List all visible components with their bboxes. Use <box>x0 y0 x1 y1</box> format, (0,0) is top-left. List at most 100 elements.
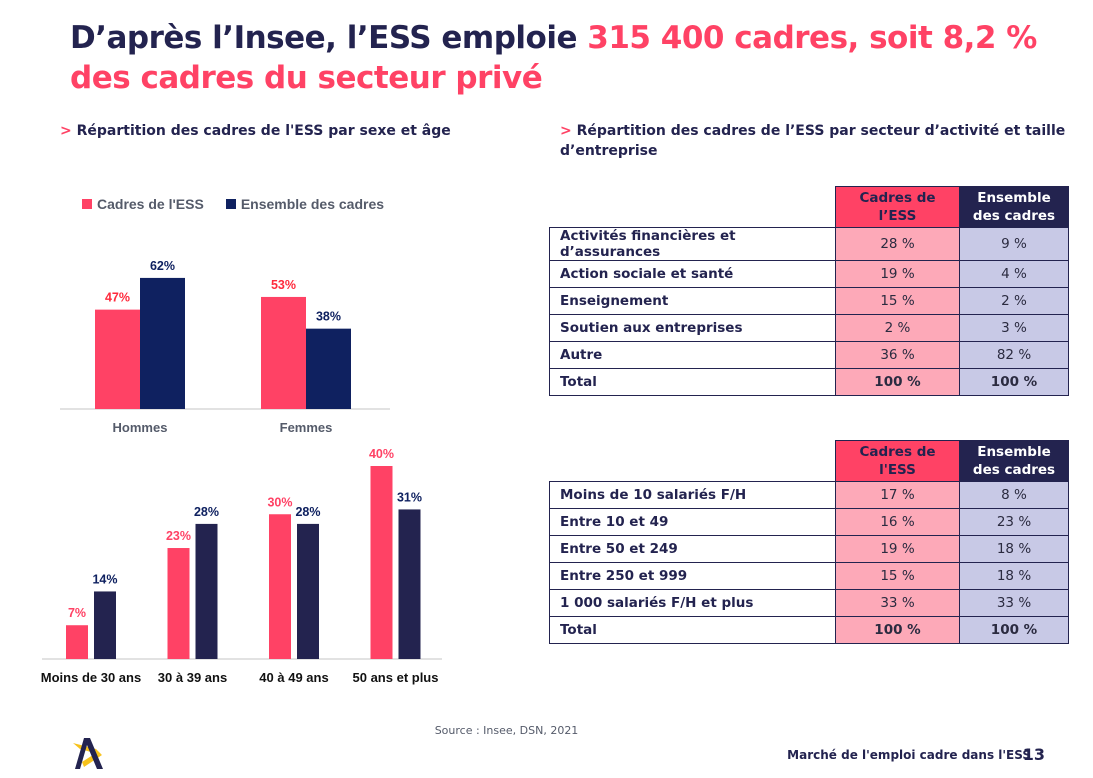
cell-all: 18 % <box>959 535 1069 563</box>
bar-all <box>94 591 116 659</box>
row-label: Action sociale et santé <box>549 260 836 288</box>
cell-all: 18 % <box>959 562 1069 590</box>
bar-all <box>140 277 185 409</box>
chart-age: 7% 14% Moins de 30 ans 23%28% 30 à 39 ans 30%… <box>41 447 442 685</box>
bar-all <box>297 523 319 659</box>
footer-title: Marché de l'emploi cadre dans l'ESS <box>787 748 1031 762</box>
cell-ess: 15 % <box>835 287 960 315</box>
x-tick-label: Femmes <box>280 420 333 435</box>
header-all-line2: des cadres <box>972 208 1056 224</box>
left-subtitle-text: Répartition des cadres de l'ESS par sexe… <box>76 123 451 139</box>
company-size-table: Cadres de l'ESS Ensemble des cadres Moins … <box>549 440 1069 644</box>
bar-ess <box>261 296 306 409</box>
cell-all: 9 % <box>959 227 1069 261</box>
x-tick-label: Moins de 30 ans <box>41 670 141 685</box>
chevron-right-icon: > <box>560 123 572 139</box>
cell-ess: 17 % <box>835 481 960 509</box>
header-all: Ensemble des cadres <box>959 186 1069 228</box>
cell-ess: 100 % <box>835 368 960 396</box>
header-blank <box>550 441 836 482</box>
x-tick-label: 40 à 49 ans <box>259 670 328 685</box>
data-label: 28% <box>194 505 219 519</box>
table-row: Autre 36 % 82 % <box>549 341 1069 369</box>
legend-label-ess: Cadres de l'ESS <box>97 196 204 212</box>
row-label: Entre 50 et 249 <box>549 535 836 563</box>
data-label: 38% <box>316 310 341 324</box>
x-tick-label: 50 ans et plus <box>353 670 439 685</box>
cell-all: 82 % <box>959 341 1069 369</box>
data-label: 7% <box>68 606 86 620</box>
chart-legend: Cadres de l'ESS Ensemble des cadres <box>82 196 384 212</box>
cell-ess: 15 % <box>835 562 960 590</box>
data-label: 14% <box>92 572 117 586</box>
row-label: Soutien aux entreprises <box>549 314 836 342</box>
header-ess: Cadres de l’ESS <box>835 186 960 228</box>
bar-ess <box>269 514 291 659</box>
header-ess-line1: Cadres de <box>859 444 936 460</box>
x-tick-label: 30 à 39 ans <box>158 670 227 685</box>
legend-label-all: Ensemble des cadres <box>240 196 385 212</box>
data-label: 23% <box>166 529 191 543</box>
right-section-subtitle: > Répartition des cadres de l’ESS par se… <box>560 121 1070 161</box>
source-note: Source : Insee, DSN, 2021 <box>434 724 579 737</box>
row-label: Entre 250 et 999 <box>549 562 836 590</box>
cell-ess: 28 % <box>835 227 960 261</box>
cell-all: 23 % <box>959 508 1069 536</box>
chart-sex: 47% 62% Hommes 53% 38% Femmes <box>60 259 390 435</box>
table-row: Activités financières et d’assurances 28 … <box>549 227 1069 261</box>
bar-all <box>306 328 351 409</box>
header-ess-line2: l'ESS <box>879 462 916 478</box>
cell-ess: 33 % <box>835 589 960 617</box>
bar-ess <box>370 466 393 659</box>
apec-star-logo-icon <box>73 738 103 769</box>
title-part1: D’après l’Insee, l’ESS emploie <box>70 20 588 56</box>
header-blank <box>550 187 836 228</box>
header-ess-line1: Cadres de <box>859 190 936 206</box>
row-label: Total <box>549 368 836 396</box>
data-label: 47% <box>105 291 130 305</box>
table-row: Entre 50 et 249 19 % 18 % <box>549 535 1069 563</box>
cell-all: 100 % <box>959 616 1069 644</box>
cell-all: 4 % <box>959 260 1069 288</box>
header-all-line2: des cadres <box>972 462 1056 478</box>
legend-swatch-all <box>225 199 236 209</box>
row-label: Entre 10 et 49 <box>549 508 836 536</box>
page-number: 13 <box>1022 745 1045 764</box>
cell-ess: 100 % <box>835 616 960 644</box>
cell-ess: 16 % <box>835 508 960 536</box>
table-header-row: Cadres de l'ESS Ensemble des cadres <box>550 440 1069 482</box>
chevron-right-icon: > <box>60 123 72 139</box>
header-ess: Cadres de l'ESS <box>835 440 960 482</box>
data-label: 31% <box>397 490 422 504</box>
legend-item-ess: Cadres de l'ESS <box>82 196 204 212</box>
table-total-row: Total 100 % 100 % <box>549 368 1069 396</box>
table-row: Soutien aux entreprises 2 % 3 % <box>549 314 1069 342</box>
cell-ess: 2 % <box>835 314 960 342</box>
left-section-subtitle: > Répartition des cadres de l'ESS par se… <box>60 121 451 141</box>
legend-swatch-ess <box>82 199 92 209</box>
data-label: 30% <box>267 495 292 509</box>
cell-ess: 19 % <box>835 535 960 563</box>
right-subtitle-text: Répartition des cadres de l’ESS par sect… <box>560 123 1066 159</box>
row-label: Moins de 10 salariés F/H <box>549 481 836 509</box>
bar-all <box>398 509 421 659</box>
legend-item-all: Ensemble des cadres <box>225 196 385 212</box>
table-row: Entre 250 et 999 15 % 18 % <box>549 562 1069 590</box>
header-all-line1: Ensemble <box>977 444 1051 460</box>
row-label: Activités financières et d’assurances <box>549 227 836 261</box>
data-label: 62% <box>150 259 175 273</box>
header-all-line1: Ensemble <box>977 190 1051 206</box>
row-label: 1 000 salariés F/H et plus <box>549 589 836 617</box>
cell-all: 100 % <box>959 368 1069 396</box>
x-tick-label: Hommes <box>113 420 168 435</box>
row-label: Total <box>549 616 836 644</box>
cell-all: 2 % <box>959 287 1069 315</box>
page-title: D’après l’Insee, l’ESS emploie 315 400 c… <box>70 18 1060 98</box>
table-row: Moins de 10 salariés F/H 17 % 8 % <box>549 481 1069 509</box>
cell-ess: 36 % <box>835 341 960 369</box>
header-all: Ensemble des cadres <box>959 440 1069 482</box>
table-row: Enseignement 15 % 2 % <box>549 287 1069 315</box>
table-header-row: Cadres de l’ESS Ensemble des cadres <box>550 186 1069 228</box>
table-row: 1 000 salariés F/H et plus 33 % 33 % <box>549 589 1069 617</box>
title-highlight: 315 400 cadres, soit 8,2 % des cadres du… <box>70 20 1037 96</box>
